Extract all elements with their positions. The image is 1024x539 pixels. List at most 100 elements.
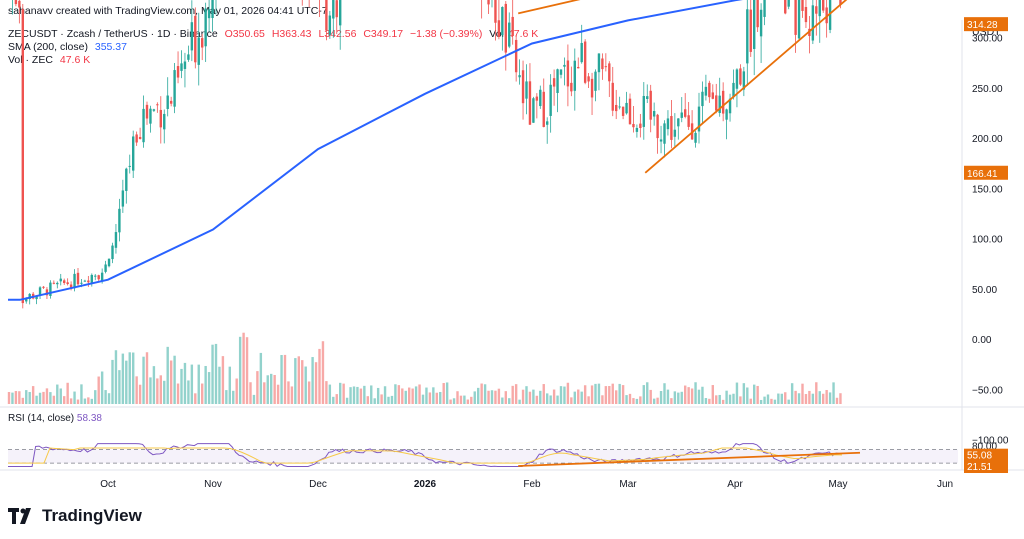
volume-bar [387,396,390,404]
volume-bar [328,384,332,404]
volume-bar [283,354,287,404]
volume-bar [366,396,369,404]
candle-body [63,280,66,283]
channel-lower-line [644,0,848,174]
close-value: C349.17 [363,28,404,40]
volume-bar [456,391,459,404]
candle-body [18,0,21,8]
candle-body [828,0,832,30]
candle-body [749,9,752,52]
volume-bar [180,368,183,404]
candle-body [656,114,659,139]
candles-group [12,0,842,309]
candle-body [104,264,107,272]
volume-bar [815,382,818,404]
price-tag-box [964,165,1008,180]
volume-bar [228,366,231,404]
candle-body [611,82,614,111]
price-tick-label: 300.00 [972,34,1003,45]
volume-bar [839,393,842,404]
volume-bar [508,398,511,404]
candle-body [159,109,162,128]
volume-bar [787,399,790,404]
volume-bar [280,355,283,404]
volume-bar [69,398,73,404]
candle-body [183,61,187,69]
price-tick-label: 0.00 [972,335,992,346]
volume-bar [52,395,56,404]
volume-bar [794,390,797,404]
volume-bar [263,382,266,404]
volume-bar [370,385,373,404]
volume-bar [252,394,256,404]
candle-body [14,0,18,5]
volume-label: Vol · ZEC [8,54,53,66]
candle-body [487,0,490,5]
open-value: O350.65 [224,28,265,40]
volume-bar [321,341,325,404]
candle-body [590,78,594,98]
volume-bar [266,375,269,404]
symbol-name[interactable]: ZECUSDT · Zcash / TetherUS · 1D · Binanc… [8,28,218,40]
candle-body [694,132,697,143]
candle-body [818,0,821,17]
volume-bar [439,391,442,404]
volume-bar [290,386,294,404]
volume-bar [159,375,162,404]
volume-bar [749,398,752,404]
volume-bar [311,357,314,404]
volume-bar [332,396,335,404]
volume-bar [259,352,263,404]
volume-bar [715,395,718,404]
volume-value: 47.6 K [59,54,91,66]
candle-body [100,272,104,282]
candle-body [615,104,618,112]
candle-body [708,82,711,98]
volume-bar [594,383,597,404]
symbol-legend[interactable]: ZECUSDT · Zcash / TetherUS · 1D · Binanc… [8,28,542,40]
volume-bar [832,382,835,404]
sma-200-line [8,0,743,301]
volume-bar [149,377,152,404]
volume-bar [728,394,732,404]
volume-bar [325,381,328,404]
candle-body [521,70,525,104]
volume-bar [818,391,821,404]
volume-bar [784,392,787,404]
sma-legend[interactable]: SMA (200, close) 355.37 [8,41,131,53]
volume-bar [245,337,249,404]
volume-bar [249,382,252,404]
volume-bar [90,398,93,404]
candle-body [618,106,621,108]
candle-body [746,9,749,64]
rsi-ma-line [8,447,843,464]
candle-body [763,0,766,17]
candle-body [697,106,701,132]
candle-body [587,76,590,82]
candle-body [45,289,49,296]
volume-bar [701,386,704,404]
candle-body [339,0,342,26]
candle-body [90,274,93,284]
rsi-legend[interactable]: RSI (14, close) 58.38 [8,413,102,424]
volume-bar [721,399,725,404]
candle-body [721,90,725,114]
volume-bar [556,395,559,404]
candle-body [680,112,683,118]
vol-inline-value: 47.6 K [507,28,539,40]
volume-bar [659,391,663,404]
volume-bar [625,395,628,404]
volume-bar [670,398,673,404]
price-chart[interactable]: 550.00500.00450.00400.00350.00300.00250.… [0,0,1024,500]
volume-bar [618,383,621,404]
volume-bar [570,397,573,404]
volume-bar [763,396,766,404]
candle-body [494,0,497,23]
candle-body [539,89,542,107]
volume-bar [528,391,532,404]
volume-bar [76,399,80,404]
rsi-tag-box [964,448,1008,462]
volume-bar [559,386,563,404]
volume-legend[interactable]: Vol · ZEC 47.6 K [8,54,94,66]
volume-bar [287,381,290,404]
